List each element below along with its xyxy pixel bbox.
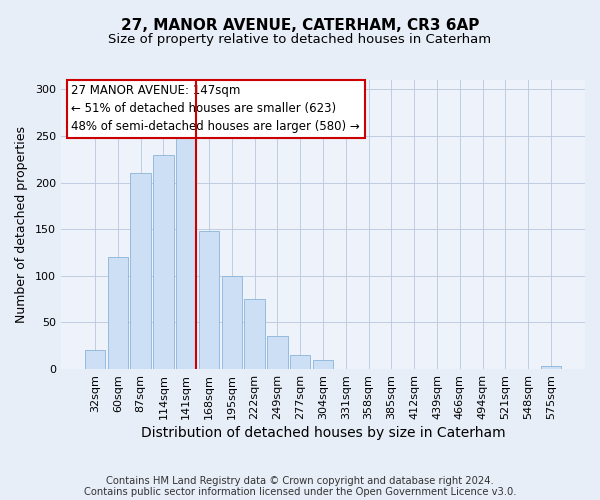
Bar xyxy=(176,136,196,369)
Bar xyxy=(85,350,105,369)
Bar xyxy=(244,299,265,369)
Bar xyxy=(221,276,242,369)
Bar xyxy=(267,336,287,369)
Bar xyxy=(199,231,219,369)
Bar xyxy=(313,360,333,369)
Y-axis label: Number of detached properties: Number of detached properties xyxy=(15,126,28,323)
Text: Contains HM Land Registry data © Crown copyright and database right 2024.: Contains HM Land Registry data © Crown c… xyxy=(106,476,494,486)
Text: Size of property relative to detached houses in Caterham: Size of property relative to detached ho… xyxy=(109,32,491,46)
X-axis label: Distribution of detached houses by size in Caterham: Distribution of detached houses by size … xyxy=(140,426,505,440)
Bar xyxy=(130,173,151,369)
Bar xyxy=(290,355,310,369)
Text: Contains public sector information licensed under the Open Government Licence v3: Contains public sector information licen… xyxy=(84,487,516,497)
Text: 27, MANOR AVENUE, CATERHAM, CR3 6AP: 27, MANOR AVENUE, CATERHAM, CR3 6AP xyxy=(121,18,479,32)
Bar xyxy=(153,154,173,369)
Text: 27 MANOR AVENUE: 147sqm
← 51% of detached houses are smaller (623)
48% of semi-d: 27 MANOR AVENUE: 147sqm ← 51% of detache… xyxy=(71,84,360,134)
Bar xyxy=(541,366,561,369)
Bar xyxy=(107,257,128,369)
